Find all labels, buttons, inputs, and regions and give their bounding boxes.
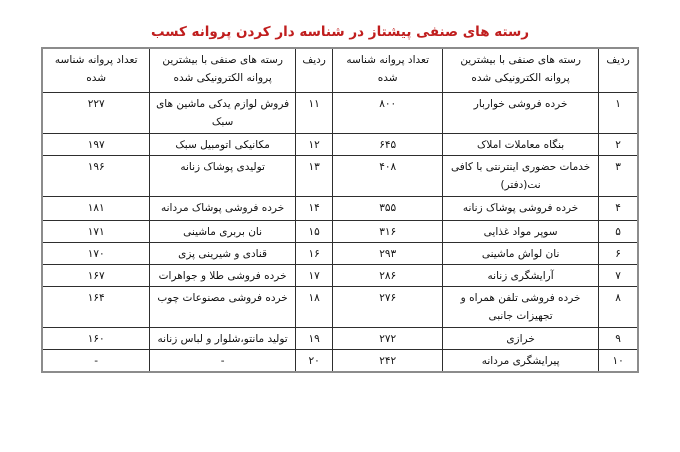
category-cell: خرازی xyxy=(442,327,600,351)
count-cell: ۳۱۶ xyxy=(332,220,444,244)
count-cell: ۲۷۲ xyxy=(332,327,444,351)
header-radif-right: ردیف xyxy=(598,47,639,94)
radif-cell: ۹ xyxy=(598,327,639,351)
category-cell: خرده فروشی تلفن همراه و تجهیزات جانبی xyxy=(442,286,600,329)
category-cell: - xyxy=(149,349,296,373)
header-category-left: رسته های صنفی با بیشترین پروانه الکترونی… xyxy=(149,47,296,94)
table-header: ردیف رسته های صنفی با بیشترین پروانه الک… xyxy=(41,47,639,94)
radif-cell: ۳ xyxy=(598,155,639,198)
count-cell: ۳۵۵ xyxy=(332,196,444,222)
header-radif-left: ردیف xyxy=(294,47,334,94)
category-cell: نان بربری ماشینی xyxy=(149,220,296,244)
category-cell: تولید مانتو،شلوار و لباس زنانه xyxy=(149,327,296,351)
count-cell: ۴۰۸ xyxy=(332,155,444,198)
radif-cell: ۱۴ xyxy=(294,196,334,222)
count-cell: ۱۷۰ xyxy=(41,242,151,266)
category-cell: خدمات حضوری اینترنتی با کافی نت(دفتر) xyxy=(442,155,600,198)
category-cell: قنادی و شیرینی پزی xyxy=(149,242,296,266)
radif-cell: ۸ xyxy=(598,286,639,329)
count-cell: ۱۹۶ xyxy=(41,155,151,198)
table-row: ۳ خدمات حضوری اینترنتی با کافی نت(دفتر) ۴۰… xyxy=(41,155,639,198)
count-cell: ۱۷۱ xyxy=(41,220,151,244)
count-cell: ۱۶۷ xyxy=(41,264,151,288)
radif-cell: ۷ xyxy=(598,264,639,288)
radif-cell: ۱۹ xyxy=(294,327,334,351)
table-body: ۱ خرده فروشی خواربار ۸۰۰ ۱۱ فروش لوازم یدکی … xyxy=(41,92,639,373)
radif-cell: ۱۶ xyxy=(294,242,334,266)
header-count-right: تعداد پروانه شناسه شده xyxy=(332,47,444,94)
count-cell: - xyxy=(41,349,151,373)
table-row: ۲ بنگاه معاملات املاک ۶۴۵ ۱۲ مکانیکی اتومبیل… xyxy=(41,133,639,157)
table-row: ۵ سوپر مواد غذایی ۳۱۶ ۱۵ نان بربری ماشینی ۱۷۱ xyxy=(41,220,639,244)
radif-cell: ۱۷ xyxy=(294,264,334,288)
radif-cell: ۱۰ xyxy=(598,349,639,373)
count-cell: ۲۴۲ xyxy=(332,349,444,373)
category-cell: خرده فروشی طلا و جواهرات xyxy=(149,264,296,288)
count-cell: ۲۹۳ xyxy=(332,242,444,266)
radif-cell: ۱۵ xyxy=(294,220,334,244)
table-row: ۴ خرده فروشی پوشاک زنانه ۳۵۵ ۱۴ خرده فروشی پ… xyxy=(41,196,639,222)
table-row: ۶ نان لواش ماشینی ۲۹۳ ۱۶ قنادی و شیرینی پزی ۱… xyxy=(41,242,639,266)
radif-cell: ۶ xyxy=(598,242,639,266)
count-cell: ۱۸۱ xyxy=(41,196,151,222)
count-cell: ۲۸۶ xyxy=(332,264,444,288)
count-cell: ۲۷۶ xyxy=(332,286,444,329)
category-cell: خرده فروشی پوشاک زنانه xyxy=(442,196,600,222)
header-row: ردیف رسته های صنفی با بیشترین پروانه الک… xyxy=(41,47,639,94)
radif-cell: ۱۸ xyxy=(294,286,334,329)
category-cell: سوپر مواد غذایی xyxy=(442,220,600,244)
ranking-table: ردیف رسته های صنفی با بیشترین پروانه الک… xyxy=(41,47,639,374)
table-row: ۸ خرده فروشی تلفن همراه و تجهیزات جانبی ۲۷… xyxy=(41,286,639,329)
header-category-right: رسته های صنفی با بیشترین پروانه الکترونی… xyxy=(442,47,600,94)
count-cell: ۱۶۴ xyxy=(41,286,151,329)
category-cell: فروش لوازم یدکی ماشین های سبک xyxy=(149,92,296,135)
table-row: ۹ خرازی ۲۷۲ ۱۹ تولید مانتو،شلوار و لباس زنان… xyxy=(41,327,639,351)
count-cell: ۶۴۵ xyxy=(332,133,444,157)
category-cell: بنگاه معاملات املاک xyxy=(442,133,600,157)
table-row: ۱ خرده فروشی خواربار ۸۰۰ ۱۱ فروش لوازم یدکی … xyxy=(41,92,639,135)
page-title: رسته های صنفی پیشتاز در شناسه دار کردن پ… xyxy=(150,24,530,40)
radif-cell: ۱ xyxy=(598,92,639,135)
table-row: ۷ آرایشگری زنانه ۲۸۶ ۱۷ خرده فروشی طلا و جوا… xyxy=(41,264,639,288)
radif-cell: ۱۱ xyxy=(294,92,334,135)
radif-cell: ۲۰ xyxy=(294,349,334,373)
count-cell: ۱۹۷ xyxy=(41,133,151,157)
page: { "title": { "text": "رسته های صنفی پیشت… xyxy=(0,24,680,452)
radif-cell: ۱۳ xyxy=(294,155,334,198)
category-cell: نان لواش ماشینی xyxy=(442,242,600,266)
radif-cell: ۴ xyxy=(598,196,639,222)
category-cell: خرده فروشی مصنوعات چوب xyxy=(149,286,296,329)
category-cell: مکانیکی اتومبیل سبک xyxy=(149,133,296,157)
category-cell: آرایشگری زنانه xyxy=(442,264,600,288)
count-cell: ۸۰۰ xyxy=(332,92,444,135)
table-row: ۱۰ پیرایشگری مردانه ۲۴۲ ۲۰- - xyxy=(41,349,639,373)
category-cell: خرده فروشی خواربار xyxy=(442,92,600,135)
radif-cell: ۵ xyxy=(598,220,639,244)
count-cell: ۱۶۰ xyxy=(41,327,151,351)
category-cell: پیرایشگری مردانه xyxy=(442,349,600,373)
header-count-left: تعداد پروانه شناسه شده xyxy=(41,47,151,94)
radif-cell: ۲ xyxy=(598,133,639,157)
count-cell: ۲۲۷ xyxy=(41,92,151,135)
radif-cell: ۱۲ xyxy=(294,133,334,157)
category-cell: تولیدی پوشاک زنانه xyxy=(149,155,296,198)
category-cell: خرده فروشی پوشاک مردانه xyxy=(149,196,296,222)
